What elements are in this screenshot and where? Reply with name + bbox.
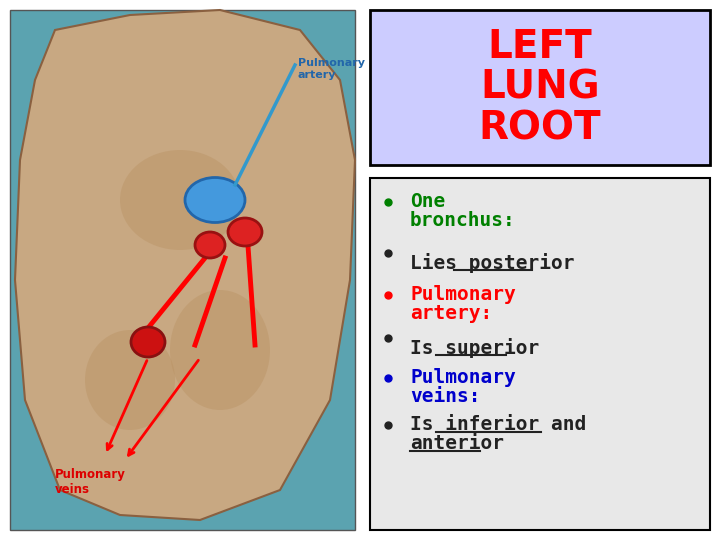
Text: Pulmonary
artery: Pulmonary artery — [298, 58, 365, 79]
FancyBboxPatch shape — [370, 10, 710, 165]
Text: Pulmonary: Pulmonary — [410, 285, 516, 304]
Text: Is superior: Is superior — [410, 338, 539, 358]
Ellipse shape — [170, 290, 270, 410]
Ellipse shape — [120, 150, 240, 250]
Ellipse shape — [85, 330, 175, 430]
Text: anterior: anterior — [410, 434, 504, 453]
Polygon shape — [15, 10, 355, 520]
Text: artery:: artery: — [410, 304, 492, 323]
Text: veins:: veins: — [410, 387, 480, 406]
Ellipse shape — [185, 178, 245, 222]
Text: Is inferior and: Is inferior and — [410, 415, 586, 434]
Text: Pulmonary: Pulmonary — [410, 368, 516, 387]
Ellipse shape — [195, 232, 225, 258]
Text: Pulmonary
veins: Pulmonary veins — [55, 468, 126, 496]
Ellipse shape — [131, 327, 165, 357]
Text: bronchus:: bronchus: — [410, 211, 516, 230]
Text: LEFT
LUNG
ROOT: LEFT LUNG ROOT — [479, 28, 601, 147]
Text: Lies posterior: Lies posterior — [410, 253, 575, 273]
Text: One: One — [410, 192, 445, 211]
Ellipse shape — [228, 218, 262, 246]
Bar — [10, 10, 355, 530]
FancyBboxPatch shape — [370, 178, 710, 530]
